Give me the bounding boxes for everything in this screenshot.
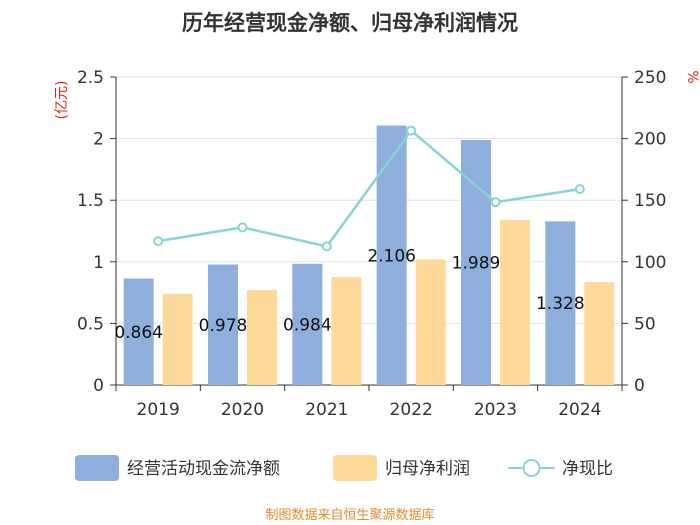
bar-netprofit [415, 259, 446, 385]
data-label-cashflow: 1.989 [452, 253, 501, 273]
point-ratio [321, 241, 332, 252]
bar-cashflow [461, 139, 491, 385]
bar-netprofit [331, 277, 362, 385]
point-ratio [574, 184, 585, 195]
x-tick-label: 2022 [390, 400, 433, 420]
data-label-cashflow: 0.864 [114, 323, 163, 343]
point-ratio [406, 125, 417, 136]
bar-netprofit [500, 219, 530, 385]
legend-label-netprofit: 归母净利润 [385, 459, 470, 479]
x-tick-label: 2023 [474, 400, 517, 420]
grid-lines [116, 76, 622, 324]
axes: 0 0.5 1 1.5 2 2.5 0 50 100 150 200 250 2019 2020 2021 2… [77, 68, 667, 420]
legend-swatch-netprofit [333, 455, 377, 481]
left-tick-label: 2 [93, 130, 104, 150]
x-tick-label: 2021 [305, 400, 348, 420]
data-label-cashflow: 0.984 [283, 315, 332, 335]
left-tick-label: 2.5 [77, 68, 104, 88]
data-labels: 0.864 0.978 0.984 2.106 1.989 1.328 [114, 246, 584, 343]
bar-series [123, 125, 615, 385]
left-tick-label: 0 [93, 376, 104, 396]
chart-title: 历年经营现金净额、归母净利润情况 [182, 11, 518, 35]
data-label-cashflow: 2.106 [367, 246, 416, 266]
left-tick-label: 1 [93, 253, 104, 273]
data-label-cashflow: 0.978 [199, 316, 248, 336]
right-tick-label: 100 [634, 253, 666, 273]
legend-item-cashflow[interactable]: 经营活动现金流净额 [75, 455, 280, 481]
right-axis-label: % [684, 70, 700, 83]
legend-label-cashflow: 经营活动现金流净额 [127, 459, 280, 479]
data-label-cashflow: 1.328 [536, 294, 585, 314]
left-tick-label: 0.5 [77, 314, 104, 334]
legend: 经营活动现金流净额 归母净利润 净现比 [75, 455, 613, 481]
x-tick-label: 2024 [558, 400, 601, 420]
legend-label-ratio: 净现比 [562, 459, 613, 479]
right-tick-label: 200 [634, 130, 666, 150]
left-tick-label: 1.5 [77, 191, 104, 211]
bar-cashflow [123, 278, 154, 385]
x-tick-label: 2020 [221, 400, 264, 420]
bar-cashflow [545, 221, 576, 385]
right-tick-label: 150 [634, 191, 666, 211]
point-ratio [490, 197, 501, 208]
line-ratio [157, 128, 581, 248]
legend-item-netprofit[interactable]: 归母净利润 [333, 455, 470, 481]
bar-cashflow [292, 263, 323, 385]
bar-cashflow [208, 264, 238, 385]
x-tick-label: 2019 [137, 400, 180, 420]
legend-marker-ratio [522, 459, 541, 477]
bar-netprofit [247, 290, 277, 385]
bar-netprofit [584, 282, 615, 385]
right-tick-label: 50 [634, 314, 656, 334]
right-tick-label: 0 [634, 376, 645, 396]
bar-cashflow [376, 125, 407, 385]
right-tick-label: 250 [634, 68, 666, 88]
point-ratio [153, 236, 164, 247]
point-ratio [237, 222, 248, 233]
line-series [153, 125, 585, 252]
left-axis-label: (亿元) [54, 81, 70, 120]
bar-netprofit [162, 293, 193, 385]
legend-swatch-cashflow [75, 455, 119, 481]
legend-item-ratio[interactable]: 净现比 [508, 459, 613, 479]
source-note: 制图数据来自恒生聚源数据库 [265, 507, 434, 523]
